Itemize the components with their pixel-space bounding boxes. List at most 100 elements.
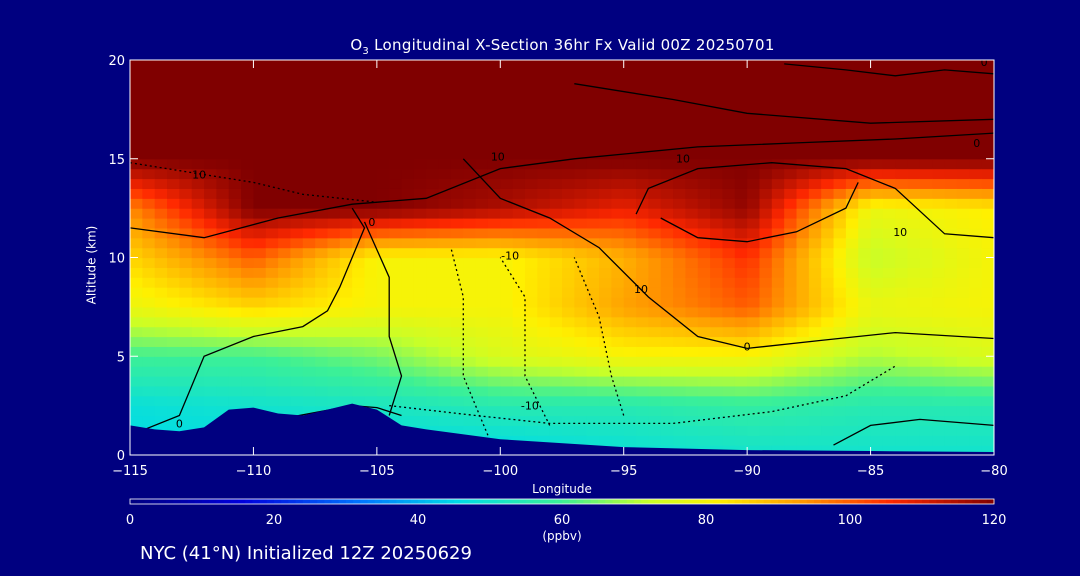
heat-cell <box>265 385 279 397</box>
heat-cell <box>981 425 994 436</box>
heat-cell <box>697 257 711 268</box>
heat-cell <box>191 267 205 278</box>
heat-cell <box>512 277 526 288</box>
heat-cell <box>352 385 366 397</box>
heat-cell <box>352 316 366 328</box>
heat-cell <box>586 435 600 446</box>
heat-cell <box>747 277 761 288</box>
heat-cell <box>611 297 625 308</box>
heat-cell <box>660 79 674 91</box>
heat-cell <box>216 267 230 278</box>
heat-cell <box>130 218 143 229</box>
heat-cell <box>808 287 822 298</box>
heat-cell <box>833 119 847 130</box>
heat-cell <box>475 227 489 239</box>
heat-cell <box>241 158 255 170</box>
heat-cell <box>142 316 156 328</box>
colorbar-segment <box>720 499 729 504</box>
heat-cell <box>450 297 464 308</box>
heat-cell <box>179 119 193 130</box>
heat-cell <box>722 139 736 150</box>
heat-cell <box>426 395 440 407</box>
heat-cell <box>191 247 205 259</box>
heat-cell <box>944 366 958 377</box>
contour-line <box>833 418 994 446</box>
heat-cell <box>697 425 711 436</box>
heat-cell <box>586 247 600 259</box>
heat-cell <box>179 208 193 219</box>
heat-cell <box>858 405 872 417</box>
heat-cell <box>549 425 563 436</box>
heat-cell <box>537 79 551 91</box>
heat-cell <box>241 79 255 91</box>
heat-cell <box>142 287 156 298</box>
heat-cell <box>413 158 427 170</box>
heat-cell <box>784 139 798 150</box>
heat-cell <box>376 208 390 219</box>
heat-cell <box>278 208 292 219</box>
heat-cell <box>722 257 736 268</box>
heat-cell <box>722 119 736 130</box>
heat-cell <box>919 405 933 417</box>
heat-cell <box>327 60 341 71</box>
heat-cell <box>673 366 687 377</box>
heat-cell <box>759 198 773 209</box>
heat-cell <box>500 227 514 239</box>
heat-cell <box>734 277 748 288</box>
heat-cell <box>475 385 489 397</box>
heat-cell <box>450 366 464 377</box>
heat-cell <box>821 79 835 91</box>
heat-cell <box>537 376 551 387</box>
heat-cell <box>808 158 822 170</box>
heat-cell <box>833 178 847 189</box>
heat-cell <box>401 208 415 219</box>
heat-cell <box>290 168 304 180</box>
heat-cell <box>821 109 835 120</box>
heat-cell <box>130 129 143 140</box>
heat-cell <box>364 316 378 328</box>
heat-cell <box>833 306 847 318</box>
heat-cell <box>413 287 427 298</box>
heat-cell <box>932 60 946 71</box>
heat-cell <box>845 247 859 259</box>
heat-cell <box>685 415 699 426</box>
heat-cell <box>882 366 896 377</box>
heat-cell <box>697 247 711 259</box>
heat-cell <box>685 435 699 446</box>
heat-cell <box>426 168 440 180</box>
heat-cell <box>241 306 255 318</box>
heat-cell <box>858 69 872 81</box>
heat-cell <box>487 385 501 397</box>
heat-cell <box>611 188 625 199</box>
heat-cell <box>685 237 699 249</box>
heat-cell <box>401 227 415 239</box>
heat-cell <box>339 336 353 347</box>
heat-cell <box>475 326 489 338</box>
heat-cell <box>907 60 921 71</box>
heat-cell <box>796 247 810 259</box>
heat-cell <box>142 60 156 71</box>
heat-cell <box>574 158 588 170</box>
heat-cell <box>858 79 872 91</box>
heat-cell <box>858 415 872 426</box>
heat-cell <box>401 316 415 328</box>
heat-cell <box>191 306 205 318</box>
heat-cell <box>426 257 440 268</box>
heat-cell <box>895 297 909 308</box>
heat-cell <box>426 139 440 150</box>
heat-cell <box>919 366 933 377</box>
heat-cell <box>870 306 884 318</box>
heat-cell <box>660 405 674 417</box>
heat-cell <box>487 287 501 298</box>
heat-cell <box>710 139 724 150</box>
heat-cell <box>808 385 822 397</box>
colorbar-segment <box>554 499 563 504</box>
heat-cell <box>796 218 810 229</box>
heat-cell <box>524 227 538 239</box>
heat-cell <box>339 109 353 120</box>
heat-cell <box>919 99 933 110</box>
heat-cell <box>500 109 514 120</box>
heat-cell <box>475 99 489 110</box>
heat-cell <box>586 356 600 367</box>
